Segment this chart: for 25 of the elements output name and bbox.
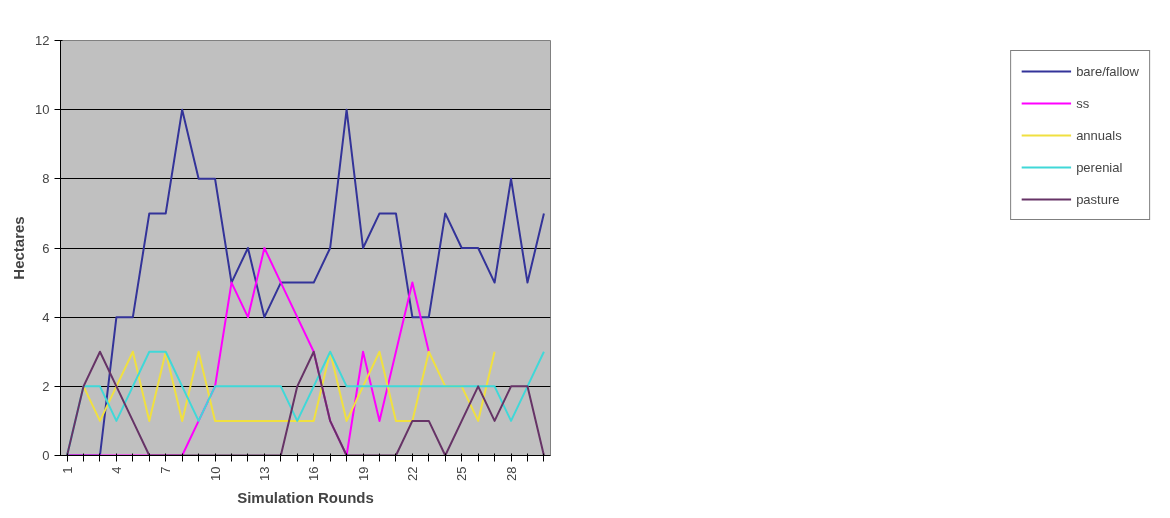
x-tick-label: 1 (59, 466, 75, 474)
x-axis-title: Simulation Rounds (237, 488, 374, 506)
y-tick-label: 10 (35, 102, 50, 118)
y-axis-title: Hectares (10, 216, 28, 280)
x-tick-label: 10 (207, 466, 223, 481)
y-tick-label: 4 (42, 309, 50, 325)
legend-label: perenial (1076, 159, 1123, 175)
x-tick-label: 4 (108, 466, 124, 474)
y-tick-label: 8 (42, 171, 50, 187)
x-tick-label: 19 (355, 466, 371, 481)
y-tick-label: 2 (42, 378, 50, 394)
legend-label: annuals (1076, 127, 1122, 143)
legend-label: ss (1076, 95, 1091, 111)
y-tick-label: 0 (42, 448, 50, 463)
y-tick-label: 12 (35, 33, 50, 48)
legend-label: bare/fallow (1076, 63, 1139, 79)
x-tick-label: 22 (404, 466, 420, 481)
y-tick-label: 6 (42, 240, 50, 256)
x-tick-label: 13 (256, 466, 272, 481)
x-tick-label: 28 (503, 466, 519, 481)
x-tick-label: 16 (306, 466, 322, 481)
line-series (66, 350, 545, 456)
x-tick-label: 25 (454, 466, 470, 481)
x-tick-label: 7 (158, 466, 174, 474)
legend-label: pasture (1076, 191, 1120, 207)
